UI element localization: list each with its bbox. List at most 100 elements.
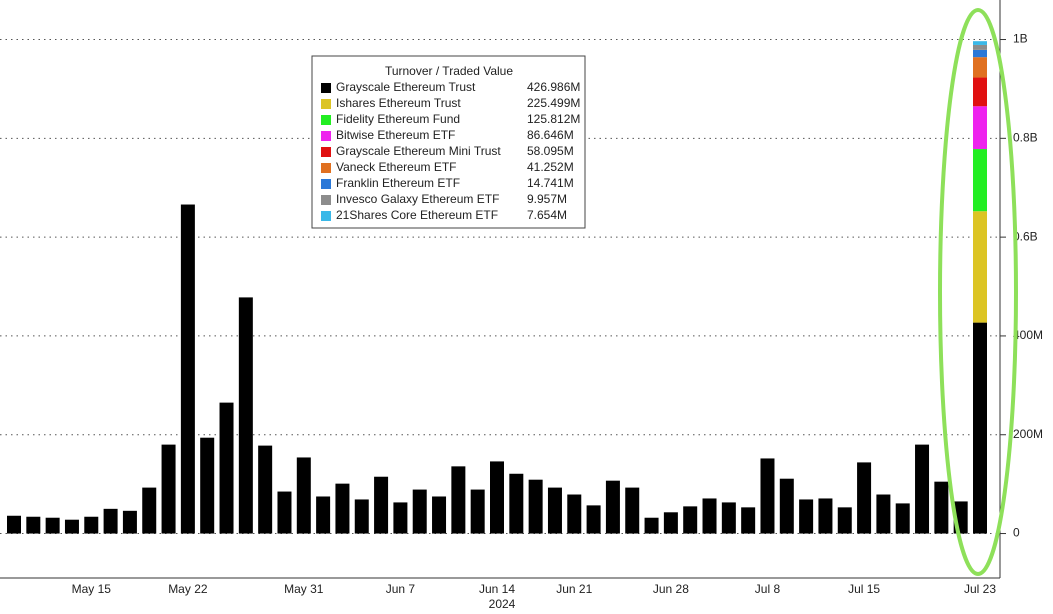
bar — [451, 466, 466, 534]
bar — [142, 487, 157, 534]
legend-label: 21Shares Core Ethereum ETF — [336, 208, 498, 222]
legend-swatch — [321, 195, 331, 205]
bar — [973, 322, 987, 534]
bar — [547, 487, 562, 534]
bar — [335, 483, 350, 534]
y-tick-label: 1B — [1013, 32, 1028, 46]
legend-value: 14.741M — [527, 176, 574, 190]
bar — [741, 507, 756, 534]
legend-swatch — [321, 99, 331, 109]
x-tick-label: May 22 — [168, 582, 208, 596]
y-tick-label: 0.6B — [1013, 229, 1038, 243]
bar — [973, 106, 987, 150]
bar — [876, 494, 891, 534]
bar — [412, 489, 427, 534]
bar — [45, 517, 60, 534]
bar — [857, 462, 872, 534]
bar — [644, 517, 659, 534]
bar — [586, 505, 601, 534]
bar — [277, 491, 292, 534]
y-tick-label: 400M — [1013, 328, 1043, 342]
legend-value: 125.812M — [527, 112, 580, 126]
x-tick-label: May 31 — [284, 582, 324, 596]
bar — [374, 476, 389, 534]
bar — [84, 516, 99, 534]
bar — [973, 49, 987, 58]
highlight-ellipse — [938, 8, 1018, 576]
legend-value: 41.252M — [527, 160, 574, 174]
legend-label: Franklin Ethereum ETF — [336, 176, 460, 190]
bar — [219, 402, 234, 534]
x-tick-label: Jun 28 — [653, 582, 689, 596]
x-tick-label: Jun 7 — [386, 582, 416, 596]
legend-swatch — [321, 147, 331, 157]
grid: 0 200M 400M 0.6B 0.8B 1B May 15 May 22 May 31 Jun… — [0, 32, 1043, 596]
bar — [528, 479, 543, 534]
bar — [973, 77, 987, 107]
bar — [973, 44, 987, 50]
bar — [509, 473, 524, 534]
legend-value: 225.499M — [527, 96, 580, 110]
bar — [779, 478, 794, 534]
bar — [895, 503, 910, 534]
bar — [973, 211, 987, 323]
bar — [663, 512, 678, 534]
legend-value: 86.646M — [527, 128, 574, 142]
x-tick-label: Jul 23 — [964, 582, 996, 596]
bar — [200, 437, 215, 534]
legend-swatch — [321, 211, 331, 221]
bar — [567, 494, 582, 534]
bar — [296, 457, 311, 534]
legend: Turnover / Traded Value Grayscale Ethere… — [311, 55, 586, 229]
bar — [915, 444, 930, 534]
bar — [973, 149, 987, 212]
legend-label: Fidelity Ethereum Fund — [336, 112, 460, 126]
legend-swatch — [321, 163, 331, 173]
x-tick-label: Jun 14 — [479, 582, 515, 596]
legend-box — [311, 55, 586, 229]
bar — [683, 506, 698, 534]
bar — [818, 498, 833, 534]
bar — [837, 507, 852, 534]
bar — [7, 515, 21, 534]
legend-label: Grayscale Ethereum Trust — [336, 80, 476, 94]
legend-label: Bitwise Ethereum ETF — [336, 128, 455, 142]
y-tick-label: 0 — [1013, 526, 1020, 540]
bar — [702, 498, 717, 534]
bar — [258, 445, 273, 534]
y-tick-label: 0.8B — [1013, 130, 1038, 144]
legend-swatch — [321, 131, 331, 141]
bar — [316, 496, 331, 534]
legend-value: 7.654M — [527, 208, 567, 222]
bar — [238, 297, 253, 534]
bar — [973, 57, 987, 78]
bar — [393, 502, 408, 534]
legend-label: Vaneck Ethereum ETF — [336, 160, 457, 174]
x-tick-label: May 15 — [72, 582, 112, 596]
bar — [26, 516, 41, 534]
x-tick-label: Jul 15 — [848, 582, 880, 596]
bar — [760, 458, 775, 534]
bar — [799, 499, 814, 534]
legend-value: 426.986M — [527, 80, 580, 94]
y-tick-label: 200M — [1013, 427, 1043, 441]
bar — [625, 487, 640, 534]
year-label: 2024 — [489, 597, 516, 611]
bar — [354, 499, 369, 534]
legend-swatch — [321, 179, 331, 189]
bar — [122, 510, 137, 534]
legend-swatch — [321, 115, 331, 125]
bar — [605, 480, 620, 534]
bar — [470, 489, 485, 534]
legend-title: Turnover / Traded Value — [385, 64, 513, 78]
x-tick-label: Jun 21 — [556, 582, 592, 596]
legend-label: Ishares Ethereum Trust — [336, 96, 461, 110]
legend-label: Grayscale Ethereum Mini Trust — [336, 144, 501, 158]
bar — [432, 496, 447, 534]
legend-value: 58.095M — [527, 144, 574, 158]
bar — [161, 444, 176, 534]
bar — [721, 502, 736, 534]
bar — [64, 519, 79, 534]
bar — [180, 204, 195, 534]
